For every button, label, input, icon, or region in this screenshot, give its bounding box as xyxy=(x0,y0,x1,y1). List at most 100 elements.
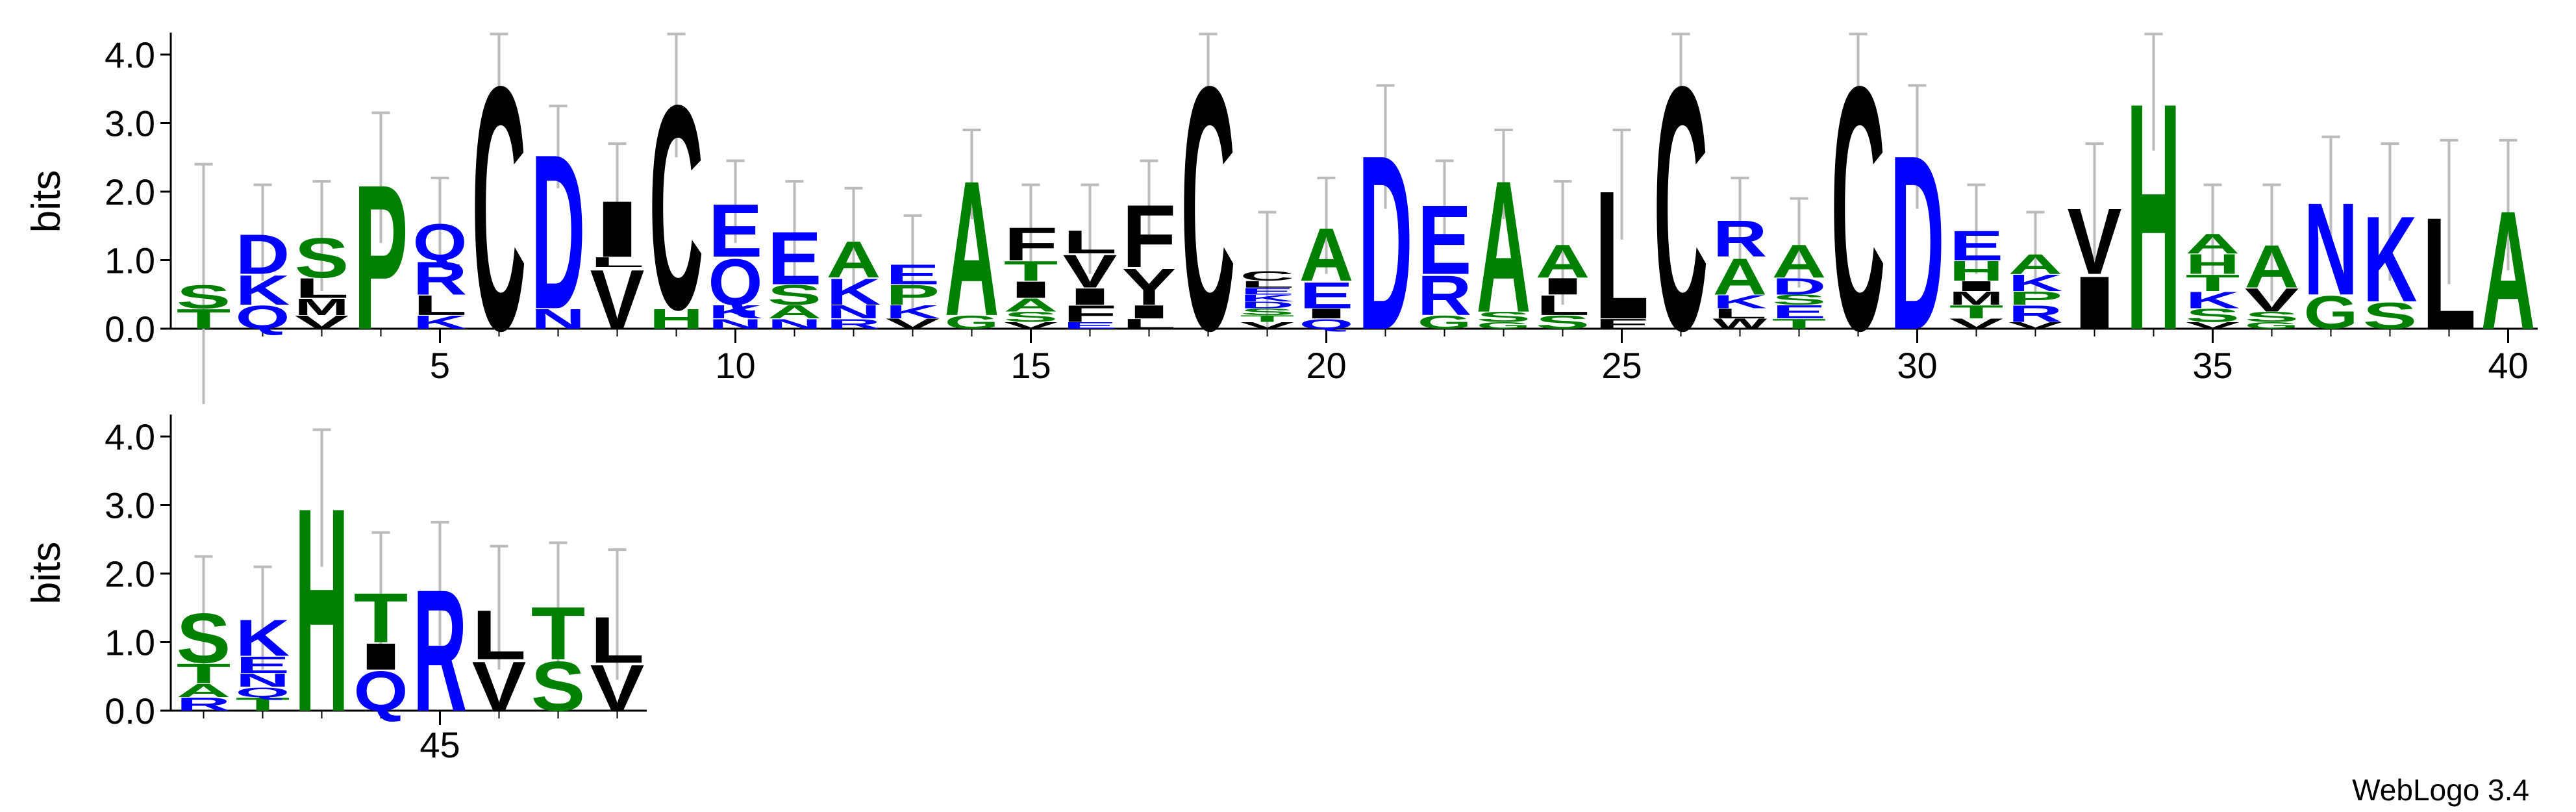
logo-letter: D xyxy=(1890,105,1945,383)
logo-letter: N xyxy=(768,316,822,331)
logo-letter: G xyxy=(2304,286,2358,338)
logo-letter: H xyxy=(2186,248,2240,280)
logo-letter: V xyxy=(886,316,940,331)
x-tick-label: 30 xyxy=(1897,345,1937,386)
logo-letter: A xyxy=(1004,295,1058,316)
y-axis-label: bits xyxy=(24,542,69,604)
logo-letter: V xyxy=(1240,320,1295,331)
logo-letter: L xyxy=(1713,305,1768,321)
logo-letter: I xyxy=(590,184,645,273)
logo-letter: I xyxy=(1063,284,1118,310)
logo-letter: I xyxy=(354,635,408,678)
logo-letter: L xyxy=(1122,316,1177,331)
logo-letter: C xyxy=(1240,268,1295,284)
logo-letter: D xyxy=(531,108,586,355)
logo-letter: K xyxy=(2186,287,2240,313)
logo-letter: H xyxy=(1949,255,2004,287)
logo-letter: A xyxy=(1713,248,1768,306)
x-tick-label: 45 xyxy=(419,724,460,765)
y-tick-label: 2.0 xyxy=(105,171,155,212)
logo-letter: V xyxy=(590,652,645,725)
logo-letter: C xyxy=(472,14,527,403)
logo-letter: S xyxy=(177,599,231,678)
logo-letter: I xyxy=(1536,273,1590,299)
logo-letter: T xyxy=(1949,301,2004,322)
logo-letter: L xyxy=(2422,185,2477,363)
logo-letter: G xyxy=(2245,320,2299,331)
logo-letter: E xyxy=(768,216,822,300)
logo-letter: Q xyxy=(413,214,468,272)
logo-letter: E xyxy=(886,259,940,290)
logo-letter: S xyxy=(2363,295,2418,337)
logo-letter: K xyxy=(2363,192,2418,327)
logo-letter: D xyxy=(236,223,290,286)
y-tick-label: 2.0 xyxy=(105,553,155,594)
logo-letter: T xyxy=(1772,316,1827,331)
logo-letter: A xyxy=(2008,248,2063,280)
logo-letter: V xyxy=(472,647,527,726)
logo-letter: K xyxy=(236,609,290,667)
logo-letter: V xyxy=(1004,320,1058,331)
logo-letter: E xyxy=(1418,184,1472,295)
logo-letter: S xyxy=(177,279,231,316)
logo-letter: V xyxy=(2008,320,2063,331)
logo-letter: E xyxy=(1299,274,1354,316)
logo-letter: T xyxy=(177,658,231,690)
logo-letter: R xyxy=(827,316,881,331)
y-tick-label: 0.0 xyxy=(105,691,155,731)
logo-letter: C xyxy=(1831,14,1886,403)
logo-letter: V xyxy=(2245,282,2299,319)
logo-letter: A xyxy=(2186,228,2240,260)
logo-letter: K xyxy=(1240,293,1295,303)
logo-letter: M xyxy=(1949,288,2004,309)
logo-letter: G xyxy=(1418,312,1472,333)
logo-letter: K xyxy=(827,271,881,312)
logo-letter: E xyxy=(1949,222,2004,270)
logo-letter: D xyxy=(1772,273,1827,299)
x-tick-label: 35 xyxy=(2192,345,2232,386)
logo-letter: P xyxy=(354,142,408,373)
logo-letter: F xyxy=(1004,218,1058,271)
logo-letter: G xyxy=(1477,320,1531,331)
logo-letter: S xyxy=(1772,292,1827,308)
logo-letter: A xyxy=(768,301,822,322)
logo-letter: A xyxy=(1477,141,1531,351)
logo-letter: R xyxy=(2008,301,2063,327)
logo-letter: S xyxy=(2186,305,2240,326)
logo-letter: I xyxy=(1299,306,1354,322)
x-tick-label: 40 xyxy=(2488,345,2528,386)
logo-letter: S xyxy=(1477,309,1531,325)
logo-letter: N xyxy=(2304,175,2358,322)
logo-letter: V xyxy=(2186,320,2240,331)
logo-letter: L xyxy=(295,272,349,304)
logo-letter: F xyxy=(1063,301,1118,327)
x-tick-label: 10 xyxy=(715,345,755,386)
logo-letter: E xyxy=(1772,301,1827,322)
logo-letter: K xyxy=(413,312,468,333)
y-tick-label: 4.0 xyxy=(105,416,155,457)
logo-letter: H xyxy=(649,303,704,335)
logo-letter: N xyxy=(531,303,586,335)
logo-letter: R xyxy=(1713,210,1768,268)
logo-letter: N xyxy=(827,301,881,322)
logo-letter: L xyxy=(472,596,527,674)
logo-letter: R xyxy=(177,694,231,715)
logo-letter: P xyxy=(2008,288,2063,309)
y-tick-label: 3.0 xyxy=(105,485,155,526)
logo-letter: I xyxy=(1949,278,2004,294)
logo-letter: D xyxy=(1358,105,1413,383)
logo-letter: T xyxy=(177,303,231,335)
logo-letter: N xyxy=(708,316,763,331)
logo-letter: E xyxy=(236,652,290,678)
logo-letter: E xyxy=(1063,320,1118,331)
logo-letter: A xyxy=(2481,175,2536,365)
logo-letter: V xyxy=(1949,316,2004,331)
logo-letter: L xyxy=(1240,279,1295,290)
logo-letter: F xyxy=(1122,187,1177,286)
logo-letter: S xyxy=(531,647,586,726)
logo-letter: C xyxy=(649,45,704,370)
logo-letter: E xyxy=(708,189,763,273)
logo-letter: S xyxy=(1004,309,1058,325)
logo-letter: G xyxy=(945,312,999,333)
